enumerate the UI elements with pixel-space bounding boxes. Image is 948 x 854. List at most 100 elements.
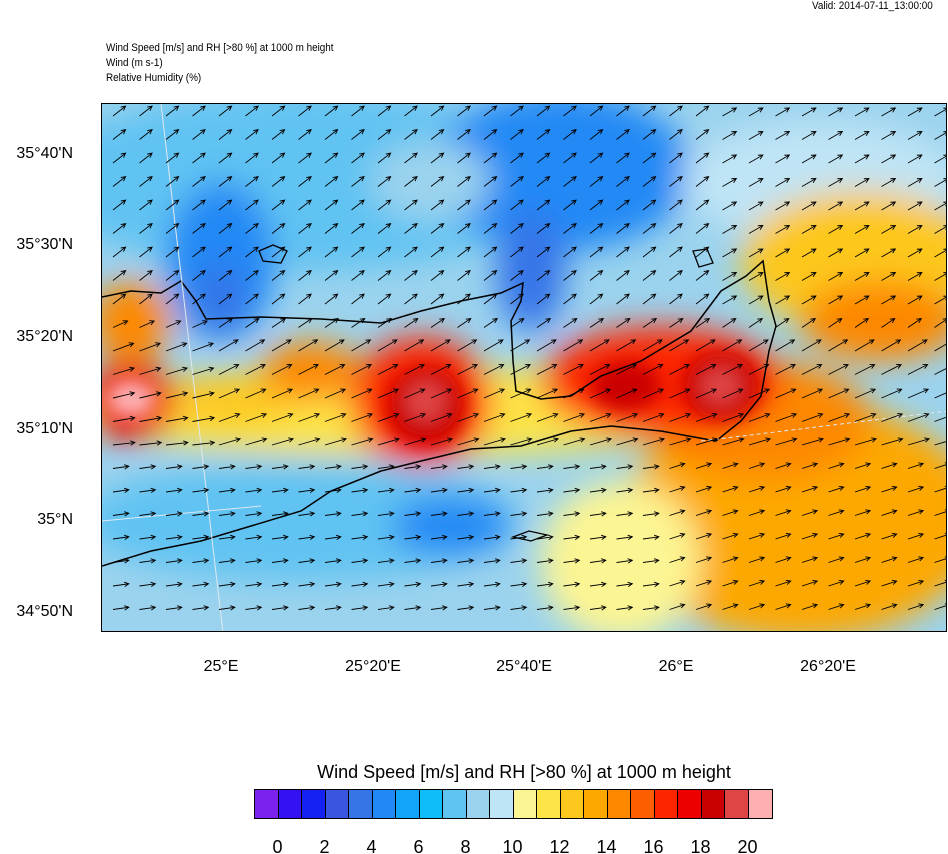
wind-arrow xyxy=(934,509,946,516)
wind-arrow xyxy=(828,556,845,563)
wind-arrow xyxy=(642,223,657,234)
wind-arrow xyxy=(748,107,764,117)
wind-arrow xyxy=(589,317,605,328)
wind-arrow xyxy=(510,199,524,211)
wind-arrow xyxy=(563,464,581,470)
wind-arrow xyxy=(536,129,551,140)
wind-arrow xyxy=(139,605,157,611)
wind-arrow xyxy=(324,152,339,164)
wind-arrow xyxy=(695,105,710,117)
wind-arrow xyxy=(192,270,206,281)
wind-arrow xyxy=(457,534,475,541)
wind-arrow xyxy=(854,178,870,187)
wind-arrow xyxy=(298,511,316,517)
wind-arrow xyxy=(351,339,372,352)
wind-arrow xyxy=(404,129,418,140)
wind-arrow xyxy=(510,223,524,234)
colorbar-swatch xyxy=(654,790,678,818)
wind-arrow xyxy=(298,412,321,422)
wind-arrow xyxy=(907,339,928,352)
wind-arrow xyxy=(828,131,844,140)
wind-arrow xyxy=(430,581,448,588)
wind-arrow xyxy=(563,129,577,140)
wind-arrow xyxy=(642,246,657,258)
wind-arrow xyxy=(112,293,127,305)
wind-arrow xyxy=(139,558,157,564)
wind-arrow xyxy=(271,437,295,446)
wind-arrow xyxy=(934,225,946,234)
wind-arrow xyxy=(510,487,528,494)
wind-arrow xyxy=(483,605,501,611)
wind-arrow xyxy=(245,487,263,494)
wind-arrow xyxy=(801,317,817,328)
wind-arrow xyxy=(536,293,551,305)
wind-arrow xyxy=(695,317,711,328)
wind-arrow xyxy=(112,105,127,117)
wind-arrow xyxy=(854,364,876,375)
wind-arrow xyxy=(695,509,713,516)
wind-arrow xyxy=(616,534,634,541)
wind-arrow xyxy=(165,581,183,588)
wind-arrow xyxy=(536,412,559,422)
wind-arrow xyxy=(775,532,792,540)
wind-arrow xyxy=(298,388,320,399)
wind-arrow xyxy=(404,246,418,258)
title-line-3: Relative Humidity (%) xyxy=(106,72,202,84)
colorbar-swatch xyxy=(490,790,514,818)
wind-arrow xyxy=(642,464,660,470)
wind-arrow xyxy=(536,223,551,234)
wind-arrow xyxy=(165,129,180,140)
wind-arrow xyxy=(404,339,425,352)
wind-arrow xyxy=(775,603,792,610)
wind-arrow xyxy=(377,581,395,588)
wind-arrow xyxy=(669,317,684,328)
wind-arrow xyxy=(722,295,738,305)
wind-arrow xyxy=(934,107,946,117)
wind-arrow xyxy=(695,129,710,140)
wind-arrow xyxy=(669,556,686,563)
wind-arrow xyxy=(775,178,791,187)
wind-arrow xyxy=(748,412,771,422)
wind-arrow xyxy=(616,317,631,328)
wind-arrow xyxy=(775,107,791,117)
wind-arrow xyxy=(351,317,366,328)
wind-arrow xyxy=(828,107,844,117)
wind-arrow xyxy=(165,152,180,164)
wind-arrow xyxy=(722,248,738,258)
wind-arrow xyxy=(616,511,634,517)
wind-arrow xyxy=(324,129,339,140)
wind-arrow xyxy=(907,201,923,211)
wind-arrow xyxy=(828,317,843,328)
wind-arrow xyxy=(748,201,764,211)
wind-arrow xyxy=(907,295,923,305)
wind-arrow xyxy=(695,388,718,399)
wind-arrow xyxy=(218,464,236,470)
wind-arrow xyxy=(669,105,683,117)
wind-arrow xyxy=(748,579,766,587)
wind-arrow xyxy=(324,605,342,611)
wind-arrow xyxy=(192,366,215,375)
wind-arrow xyxy=(483,270,498,281)
wind-arrow xyxy=(801,178,817,187)
wind-arrow xyxy=(589,129,604,140)
wind-arrow xyxy=(563,511,581,517)
wind-arrow xyxy=(616,412,639,422)
wind-arrow xyxy=(351,464,369,470)
wind-arrow xyxy=(404,317,419,328)
wind-arrow xyxy=(748,388,771,399)
wind-arrow xyxy=(907,509,925,516)
wind-arrow xyxy=(218,364,240,375)
wind-arrow xyxy=(510,412,533,422)
wind-arrow xyxy=(669,509,686,516)
wind-arrow xyxy=(404,388,426,399)
wind-arrow xyxy=(377,339,398,352)
wind-arrow xyxy=(722,462,739,469)
lat-label: 35°10'N xyxy=(16,420,73,437)
wind-arrow xyxy=(642,605,660,611)
valid-time: Valid: 2014-07-11_13:00:00 xyxy=(811,0,933,12)
colorbar-label: 16 xyxy=(643,837,664,854)
wind-arrow xyxy=(430,605,448,611)
wind-arrow xyxy=(324,176,339,187)
wind-arrow xyxy=(881,295,897,305)
wind-arrow xyxy=(881,225,897,234)
